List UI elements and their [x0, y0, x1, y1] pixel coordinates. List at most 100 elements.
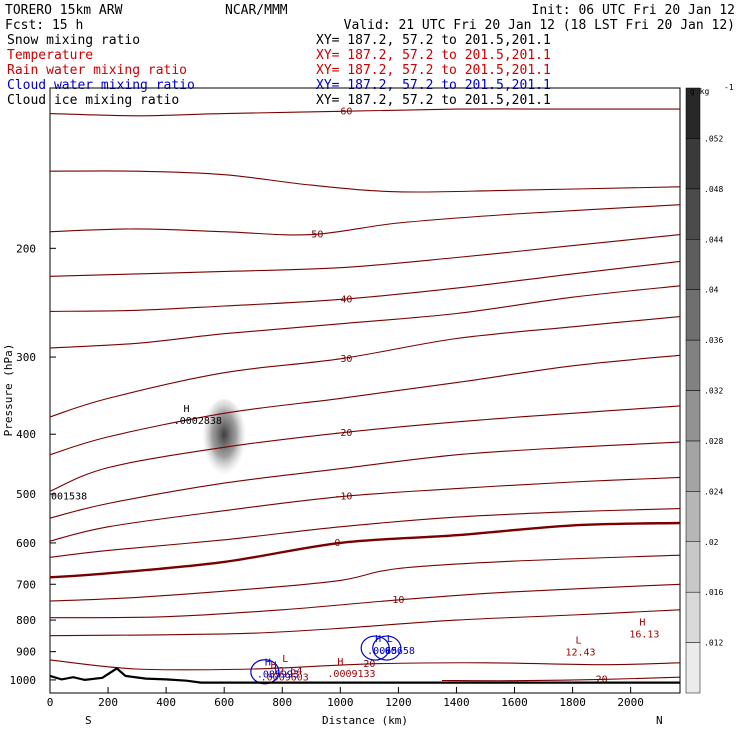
field-list: Snow mixing ratio XY= 187.2, 57.2 to 201.…	[7, 33, 551, 108]
y-tick-label: 1000	[10, 674, 37, 687]
cloud-extremum-marker: H	[375, 634, 381, 645]
left-edge-label: 001538	[51, 491, 87, 502]
rain-extremum-value: 12.64	[272, 666, 302, 677]
rain-extremum-marker: L	[575, 635, 581, 646]
colorbar-tick-label: .04	[704, 286, 719, 295]
x-tick-label: 400	[156, 696, 176, 709]
field-range: XY= 187.2, 57.2 to 201.5,201.1	[316, 93, 551, 108]
colorbar-tick-label: .02	[704, 538, 719, 547]
x-tick-label: 1600	[501, 696, 528, 709]
temperature-contour	[49, 554, 681, 602]
temperature-contour	[49, 170, 681, 193]
cloud-extremum-marker: L	[387, 634, 393, 645]
init-time: Init: 06 UTC Fri 20 Jan 12	[532, 3, 736, 18]
temperature-contour	[49, 204, 681, 236]
cloud-extremum-value: .085993	[257, 670, 299, 681]
contour-label: 0	[334, 538, 340, 549]
center-title: NCAR/MMM	[225, 3, 288, 18]
rain-extremum-marker: H	[271, 660, 277, 671]
terrain-line	[49, 667, 680, 684]
colorbar-tick-label: .016	[704, 588, 723, 597]
contour-label: 10	[392, 595, 404, 606]
colorbar-bin	[685, 188, 701, 240]
cloud-water-contour	[372, 635, 402, 661]
snow-mixing-ratio-shading	[202, 398, 247, 479]
temperature-contour	[49, 316, 681, 418]
x-tick-label: 600	[214, 696, 234, 709]
cloud-extremum-marker: H	[265, 658, 271, 669]
temperature-contour	[49, 521, 681, 579]
cloud-extremum-value: .0065	[367, 646, 397, 657]
field-range: XY= 187.2, 57.2 to 201.5,201.1	[316, 48, 551, 63]
rain-extremum-value: 12.43	[565, 647, 595, 658]
x-tick-label: 800	[272, 696, 292, 709]
cloud-water-contour	[360, 635, 390, 661]
y-tick-label: 400	[16, 428, 36, 441]
colorbar-bin	[685, 541, 701, 593]
colorbar-bin	[685, 440, 701, 492]
plot-frame	[49, 87, 681, 694]
colorbar-bin	[685, 642, 701, 694]
y-tick-label: 200	[16, 242, 36, 255]
colorbar-tick-label: .028	[704, 437, 723, 446]
x-axis-title: Distance (km)	[322, 714, 408, 727]
field-range: XY= 187.2, 57.2 to 201.5,201.1	[316, 33, 551, 48]
y-axis-title: Pressure (hPa)	[2, 344, 15, 437]
field-name: Temperature	[7, 48, 93, 63]
colorbar-tick-label: .044	[704, 235, 723, 244]
x-tick-label: 0	[47, 696, 54, 709]
contour-label: -30	[334, 354, 352, 365]
temperature-contours: -60 -50 -40 -30 -20 -10 0 10 20 20	[49, 106, 681, 685]
field-name: Cloud ice mixing ratio	[7, 93, 179, 108]
extrema-labels: H.0002838001538L12.64H16.13L12.43H.00091…	[51, 404, 659, 684]
cloud-water-contour	[250, 659, 280, 685]
contour-label: -10	[334, 492, 352, 503]
endpoint-north: N	[656, 714, 663, 727]
x-tick-label: 1400	[443, 696, 470, 709]
colorbar-bin	[685, 239, 701, 290]
temperature-contour	[49, 260, 681, 312]
y-tick-label: 500	[16, 488, 36, 501]
temperature-contour	[441, 676, 681, 682]
endpoint-south: S	[85, 714, 92, 727]
rain-extremum-value: .0009603	[261, 672, 309, 683]
field-name: Cloud water mixing ratio	[7, 78, 195, 93]
cloud-water-contours	[250, 635, 402, 685]
temperature-contour	[49, 441, 681, 519]
colorbar-bin	[685, 491, 701, 543]
cloud-extremum-value: .00658	[379, 646, 415, 657]
contour-label: 20	[596, 674, 608, 685]
contour-label: -40	[334, 294, 352, 305]
temperature-contour	[49, 234, 681, 277]
colorbar-unit: g kg	[690, 87, 709, 96]
colorbar-tick-label: .052	[704, 134, 723, 143]
temperature-contour	[49, 609, 681, 637]
y-tick-label: 600	[16, 537, 36, 550]
rain-extremum-value: 16.13	[629, 630, 659, 641]
snow-max-value: .0002838	[174, 416, 222, 427]
y-tick-label: 900	[16, 646, 36, 659]
contour-label: -20	[334, 428, 352, 439]
temperature-contour	[49, 659, 681, 671]
field-range: XY= 187.2, 57.2 to 201.5,201.1	[316, 78, 551, 93]
colorbar-unit-exp: -1	[724, 83, 734, 92]
colorbar-bin	[685, 339, 701, 391]
terrain-profile	[49, 667, 680, 684]
colorbar-bin	[685, 289, 701, 341]
colorbar-tick-label: .048	[704, 185, 723, 194]
temperature-contour	[49, 405, 681, 492]
field-range: XY= 187.2, 57.2 to 201.5,201.1	[316, 63, 551, 78]
valid-time: Valid: 21 UTC Fri 20 Jan 12 (18 LST Fri …	[344, 18, 735, 33]
colorbar-bin	[685, 138, 701, 190]
colorbar-tick-label: .036	[704, 336, 723, 345]
rain-extremum-marker: L	[282, 654, 288, 665]
y-tick-label: 800	[16, 614, 36, 627]
contour-label: -60	[334, 106, 352, 117]
colorbar-bin	[685, 390, 701, 442]
y-tick-label: 700	[16, 578, 36, 591]
colorbar: .012 .016 .02 .024 .028 .032 .036 .04 .044 .048 .0…	[685, 87, 723, 694]
field-name: Snow mixing ratio	[7, 33, 140, 48]
contour-label: -50	[305, 230, 323, 241]
temperature-contour	[49, 354, 681, 456]
